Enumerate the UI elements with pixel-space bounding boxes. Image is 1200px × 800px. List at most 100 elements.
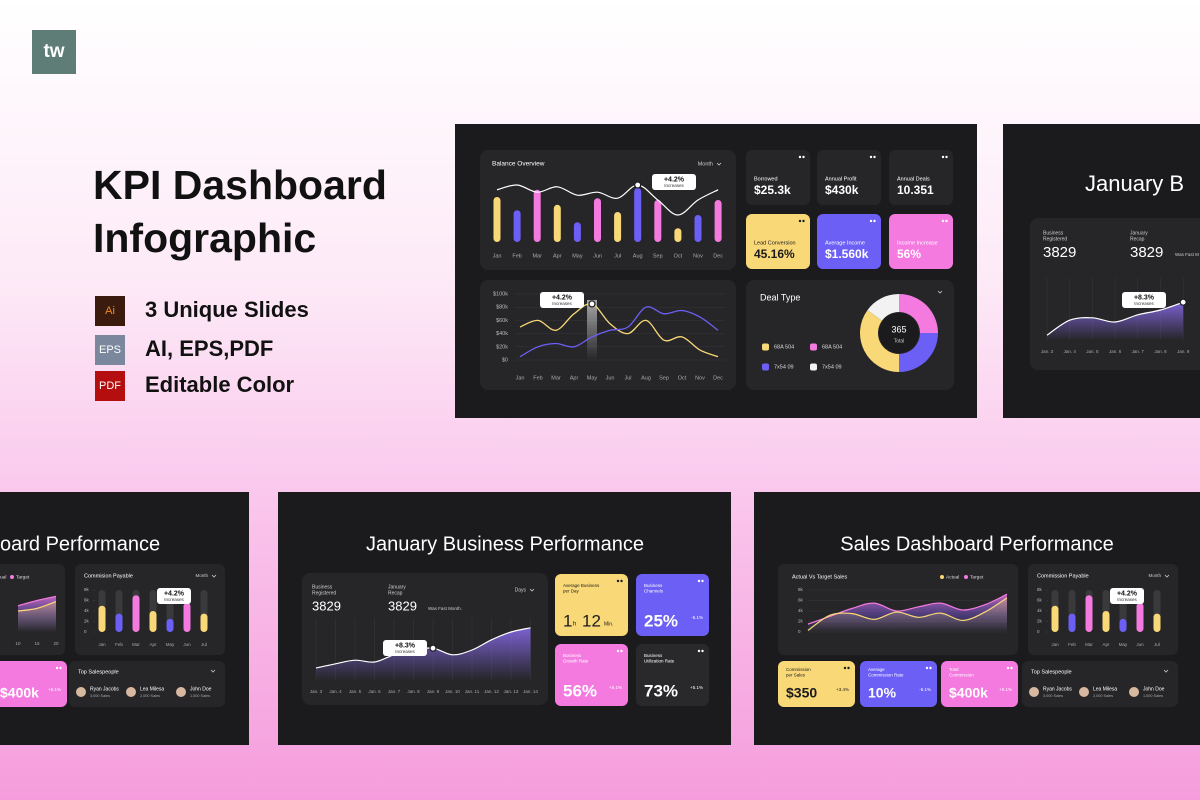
menu-dot: [945, 155, 948, 159]
bar: [674, 228, 682, 242]
bar: [714, 200, 722, 242]
y-tick-label: 0: [798, 629, 801, 634]
x-tick-label: Oct: [674, 253, 683, 259]
y-tick-label: $0: [502, 357, 508, 363]
y-tick-label: $20k: [496, 344, 508, 350]
y-tick-label: 2k: [1037, 619, 1043, 624]
card-label: Channels: [644, 589, 664, 594]
legend-swatch: [762, 343, 769, 351]
x-tick-label: May: [587, 375, 598, 381]
x-tick-label: Sep: [653, 253, 663, 259]
menu-dot: [847, 666, 850, 670]
x-tick-label: May: [1119, 642, 1128, 647]
x-tick-label: Jan. 12: [484, 689, 499, 694]
logo-box: [32, 30, 76, 74]
stat-value: 3829: [312, 598, 341, 613]
stat-value: 3829: [1130, 244, 1163, 261]
x-tick-label: Jul: [624, 375, 631, 381]
panel-title: Deal Type: [760, 292, 800, 302]
chevron: [1163, 669, 1169, 673]
kpi-card: [778, 661, 855, 707]
slide-title: January Business Performance: [366, 533, 644, 555]
chevron: [529, 588, 535, 592]
x-tick-label: Jan. 5: [349, 689, 362, 694]
callout-label: Increases: [552, 301, 572, 306]
y-tick-label: $60k: [496, 318, 508, 324]
x-tick-label: Jan. 7: [388, 689, 401, 694]
bar: [166, 618, 174, 632]
legend-label: Actual: [946, 574, 959, 580]
x-tick-label: Nov: [693, 253, 703, 259]
x-tick-label: Jan: [516, 375, 525, 381]
chevron: [1164, 574, 1170, 578]
menu-dot: [620, 579, 623, 583]
menu-dot: [869, 219, 873, 223]
card-label: Commission: [786, 667, 811, 672]
x-tick-label: Dec: [713, 253, 723, 259]
stat-label: Registered: [312, 590, 336, 596]
card-change: +5.1%: [609, 685, 622, 690]
card-label: Average: [868, 667, 885, 672]
menu-dot: [616, 649, 620, 653]
series-line: [519, 306, 719, 358]
bar: [1051, 605, 1059, 632]
x-tick-label: Feb: [512, 253, 521, 259]
x-tick-label: Mar: [1085, 642, 1093, 647]
x-tick-label: 15: [34, 641, 40, 646]
x-tick-label: Jan: [1051, 642, 1059, 647]
person-sales: 2,000 Sales: [140, 694, 160, 698]
x-tick-label: Jan. 4: [1064, 349, 1077, 354]
series-line: [519, 303, 719, 358]
avatar: [76, 687, 86, 697]
y-tick-label: 4k: [1037, 608, 1043, 613]
y-tick-label: 2k: [798, 619, 804, 624]
x-tick-label: Dec: [713, 375, 723, 381]
menu-dot: [925, 666, 929, 670]
kpi-card: [555, 644, 628, 706]
x-tick-label: Jun: [606, 375, 615, 381]
panel: [69, 661, 225, 707]
legend-dot: [964, 575, 968, 579]
card-label: Income Increase: [897, 240, 938, 246]
x-tick-label: Aug: [633, 253, 643, 259]
kpi-card: [746, 150, 810, 205]
bar: [614, 212, 622, 242]
trend-line: [496, 184, 719, 216]
x-tick-label: Jun: [1136, 642, 1144, 647]
bar: [149, 611, 157, 632]
card-value: 45.16%: [754, 247, 795, 261]
card-value: 12: [582, 611, 601, 630]
callout-box: [652, 174, 696, 190]
card-label: Annual Deals: [897, 176, 930, 182]
person-sales: 1,500 Sales: [190, 694, 210, 698]
card-label: Annual Profit: [825, 176, 857, 182]
feature-icon-label: PDF: [99, 380, 121, 392]
card-value: $1.560k: [825, 247, 869, 261]
bar: [573, 222, 581, 242]
callout-label: Increases: [1117, 597, 1137, 602]
highlight-band: [587, 300, 597, 360]
x-tick-label: Jan. 3: [1041, 349, 1054, 354]
card-label: Total: [949, 667, 959, 672]
card-value: $430k: [825, 183, 859, 197]
person-name: John Doe: [190, 686, 212, 692]
feature-text: 3 Unique Slides: [145, 297, 309, 322]
x-tick-label: Apr: [570, 375, 579, 381]
person-name: John Doe: [1143, 686, 1165, 692]
bar: [1102, 611, 1110, 632]
person-name: Lea Milesa: [140, 686, 164, 692]
series-line: [17, 600, 57, 612]
panel-title: Top Salespeople: [1031, 669, 1072, 675]
callout-label: Increases: [164, 597, 184, 602]
card-value: $350: [786, 685, 817, 701]
legend-label: Target: [970, 574, 984, 580]
donut-total-label: Total: [894, 338, 905, 344]
legend-swatch: [810, 343, 817, 351]
callout-label: Increases: [395, 649, 415, 654]
callout-label: Increases: [1134, 301, 1154, 306]
avatar: [1029, 687, 1039, 697]
donut-segment: [860, 310, 899, 372]
x-tick-label: Jul: [201, 642, 207, 647]
